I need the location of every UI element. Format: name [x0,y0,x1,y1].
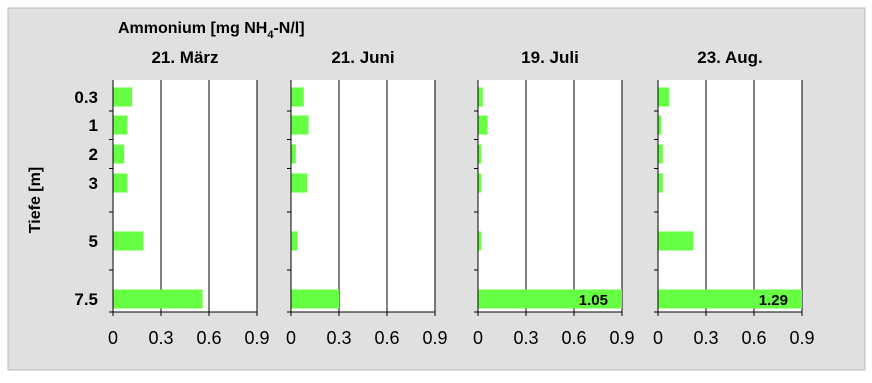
data-bar [113,289,203,309]
panel-title: 21. März [151,48,218,67]
panel-title: 23. Aug. [697,48,763,67]
panel-title: 19. Juli [521,48,579,67]
data-bar [478,289,622,309]
x-tick-label: 0.3 [148,328,173,348]
plot-area [291,80,435,312]
depth-label: 0.3 [74,88,98,107]
x-tick-label: 0.6 [374,328,399,348]
data-bar [478,87,483,107]
data-bar [291,87,304,107]
data-bar [478,173,482,193]
data-bar [658,115,662,135]
data-bar [658,173,663,193]
data-bar [291,231,298,251]
plot-area [113,80,257,312]
depth-label: 2 [89,145,98,164]
x-tick-label: 0.6 [196,328,221,348]
data-bar [658,144,663,164]
y-axis-label: Tiefe [m] [27,167,44,233]
data-bar [658,289,802,309]
data-bar [658,231,694,251]
data-bar [291,115,309,135]
x-tick-label: 0.9 [244,328,269,348]
depth-label: 3 [89,174,98,193]
data-bar [658,87,670,107]
x-tick-label: 0 [286,328,296,348]
data-bar [478,115,488,135]
data-bar [291,173,307,193]
plot-area [658,80,802,312]
data-bar [113,173,128,193]
chart-panels: 0 0.3 0.6 0.9 21. März 0.3 1 2 3 5 7.5 0 0.3 0.6 0.9 21… [74,48,814,348]
plot-area [478,80,622,312]
depth-label: 5 [89,232,98,251]
figure-title: Ammonium [mg NH4-N/l] [118,20,305,41]
data-bar [478,144,482,164]
data-bar [291,144,296,164]
bar-value-label: 1.29 [759,292,788,309]
data-bar [113,115,128,135]
depth-label: 1 [89,116,98,135]
x-tick-label: 0.3 [513,328,538,348]
depth-label: 7.5 [74,290,98,309]
x-tick-label: 0.9 [422,328,447,348]
x-tick-label: 0.9 [789,328,814,348]
x-tick-label: 0 [473,328,483,348]
data-bar [291,289,339,309]
x-tick-label: 0.3 [693,328,718,348]
data-bar [113,144,125,164]
x-tick-label: 0.3 [326,328,351,348]
data-bar [113,87,133,107]
x-tick-label: 0.6 [741,328,766,348]
data-bar [113,231,144,251]
panel-title: 21. Juni [331,48,394,67]
x-tick-label: 0 [108,328,118,348]
x-tick-label: 0 [653,328,663,348]
x-tick-label: 0.6 [561,328,586,348]
x-tick-label: 0.9 [609,328,634,348]
data-bar [478,231,482,251]
bar-value-label: 1.05 [579,292,608,309]
